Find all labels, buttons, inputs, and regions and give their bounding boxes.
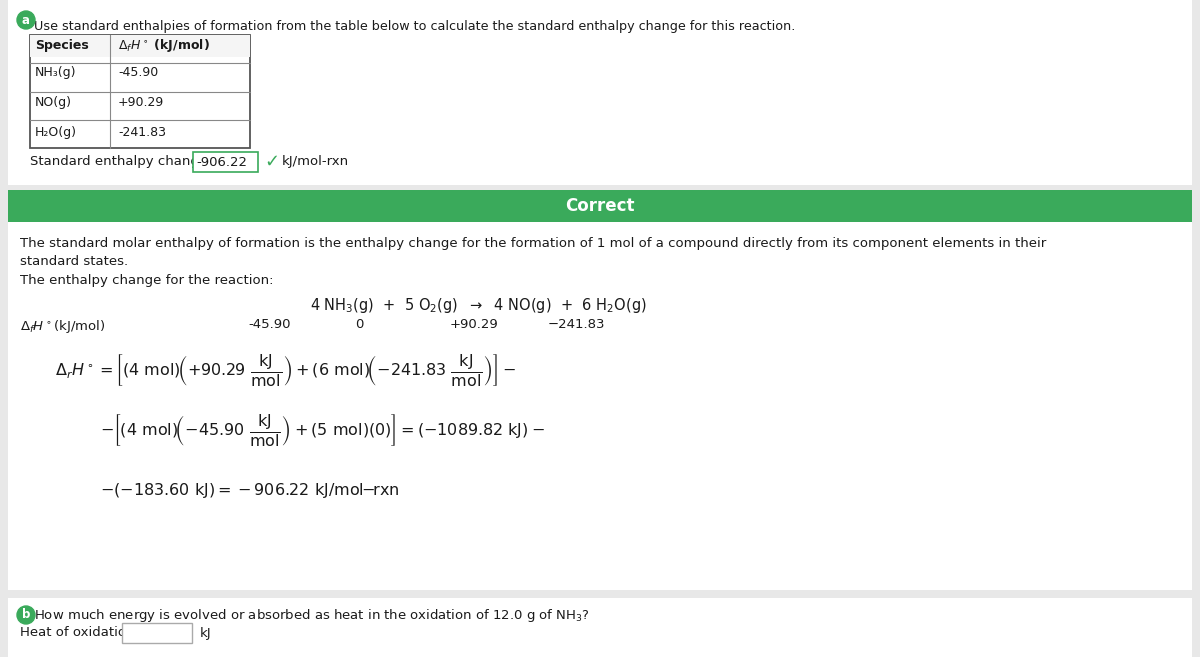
Bar [122, 623, 192, 643]
Text: $\Delta_r H^\circ = \left[(4\ \mathrm{mol})\!\left(+90.29\ \dfrac{\mathrm{kJ}}{\: $\Delta_r H^\circ = \left[(4\ \mathrm{mo… [55, 352, 516, 388]
Text: $\Delta_f H^\circ$(kJ/mol): $\Delta_f H^\circ$(kJ/mol) [20, 318, 106, 335]
Text: +90.29: +90.29 [450, 318, 499, 331]
Bar [8, 598, 1192, 657]
Text: 4 NH$_3$(g)  +  5 O$_2$(g)  $\rightarrow$  4 NO(g)  +  6 H$_2$O(g): 4 NH$_3$(g) + 5 O$_2$(g) $\rightarrow$ 4… [310, 296, 647, 315]
Text: NO(g): NO(g) [35, 96, 72, 109]
Text: -241.83: -241.83 [118, 126, 166, 139]
Text: The standard molar enthalpy of formation is the enthalpy change for the formatio: The standard molar enthalpy of formation… [20, 237, 1046, 250]
Text: Correct: Correct [565, 197, 635, 215]
Text: b: b [22, 608, 30, 622]
Bar [8, 0, 1192, 185]
Text: Heat of oxidation =: Heat of oxidation = [20, 627, 154, 639]
Text: Species: Species [35, 39, 89, 53]
Bar [8, 190, 1192, 222]
Circle shape [17, 11, 35, 29]
Text: ✓: ✓ [264, 153, 280, 171]
Text: Use standard enthalpies of formation from the table below to calculate the stand: Use standard enthalpies of formation fro… [34, 20, 796, 33]
Text: standard states.: standard states. [20, 255, 128, 268]
Text: -45.90: -45.90 [118, 66, 158, 79]
Circle shape [17, 606, 35, 624]
Text: H₂O(g): H₂O(g) [35, 126, 77, 139]
Text: +90.29: +90.29 [118, 96, 164, 109]
Text: -45.90: -45.90 [248, 318, 290, 331]
Bar [8, 222, 1192, 590]
Text: 0: 0 [355, 318, 364, 331]
Text: kJ/mol-rxn: kJ/mol-rxn [282, 156, 349, 168]
Text: $\Delta_f H^\circ$ (kJ/mol): $\Delta_f H^\circ$ (kJ/mol) [118, 37, 210, 55]
Text: How much energy is evolved or absorbed as heat in the oxidation of 12.0 g of NH$: How much energy is evolved or absorbed a… [34, 607, 589, 624]
Text: NH₃(g): NH₃(g) [35, 66, 77, 79]
Text: a: a [22, 14, 30, 26]
Text: -906.22: -906.22 [196, 156, 247, 168]
Text: $-(-183.60\ \mathrm{kJ}) = -906.22\ \mathrm{kJ/mol\!\!-\!\!rxn}$: $-(-183.60\ \mathrm{kJ}) = -906.22\ \mat… [100, 480, 400, 499]
Text: Standard enthalpy change =: Standard enthalpy change = [30, 156, 227, 168]
Text: −241.83: −241.83 [548, 318, 606, 331]
Bar [193, 152, 258, 172]
Bar [30, 35, 250, 57]
Bar [30, 35, 250, 148]
Text: $-\left[(4\ \mathrm{mol})\!\left(-45.90\ \dfrac{\mathrm{kJ}}{\mathrm{mol}}\right: $-\left[(4\ \mathrm{mol})\!\left(-45.90\… [100, 412, 545, 448]
Text: The enthalpy change for the reaction:: The enthalpy change for the reaction: [20, 274, 274, 287]
Text: kJ: kJ [200, 627, 211, 639]
